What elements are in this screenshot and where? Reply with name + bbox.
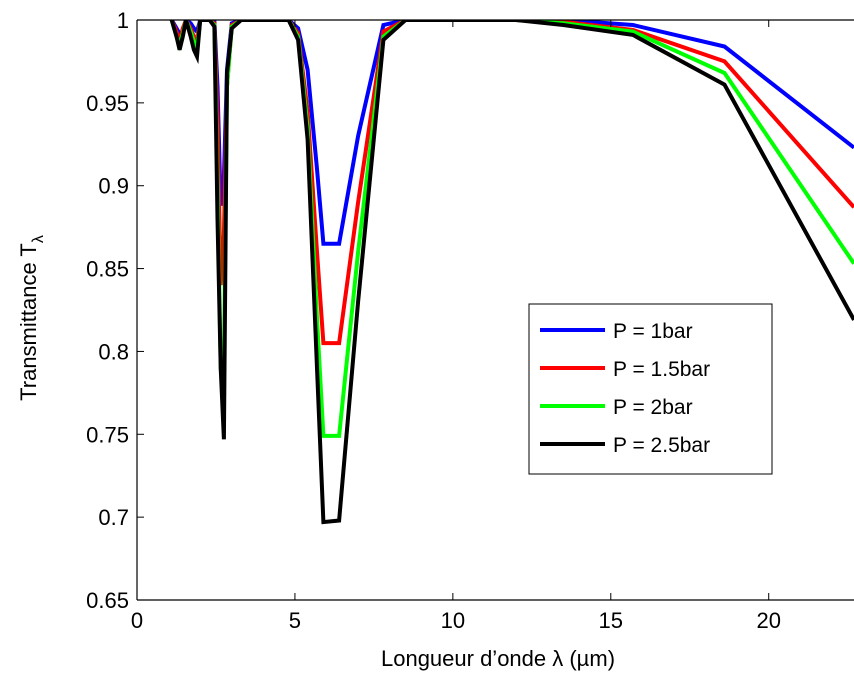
y-tick-label: 0.75 [86, 422, 129, 447]
y-tick-label: 1 [117, 8, 129, 33]
y-tick-label: 0.65 [86, 588, 129, 613]
y-tick-label: 0.95 [86, 91, 129, 116]
legend-label-4: P = 2.5bar [613, 434, 710, 457]
series-line-1 [169, 20, 854, 246]
y-tick-label: 0.9 [98, 174, 129, 199]
legend: P = 1bar P = 1.5bar P = 2bar P = 2.5bar [528, 303, 773, 475]
y-axis-label: Transmittance Tλ [16, 235, 47, 401]
y-axis-label-main: Transmittance T [16, 243, 41, 401]
y-tick-label: 0.7 [98, 505, 129, 530]
series-layer [169, 20, 854, 525]
legend-label-1: P = 1bar [613, 320, 693, 343]
ticks: 0 5 10 15 20 0.65 0.7 0.75 0.8 0.85 0.9 0.95 1 [86, 8, 781, 633]
x-tick-label: 20 [756, 608, 780, 633]
x-tick-label: 0 [131, 608, 143, 633]
axes [136, 19, 854, 601]
x-tick-label: 10 [441, 608, 465, 633]
legend-label-3: P = 2bar [613, 396, 693, 419]
y-axis-label-group: Transmittance Tλ [16, 235, 47, 401]
x-tick-label: 15 [599, 608, 623, 633]
legend-label-2: P = 1.5bar [613, 358, 710, 381]
y-tick-label: 0.8 [98, 339, 129, 364]
x-tick-label: 5 [289, 608, 301, 633]
x-axis-label: Longueur d’onde λ (µm) [381, 646, 615, 671]
series-line-4 [169, 20, 854, 525]
y-tick-label: 0.85 [86, 257, 129, 282]
y-axis-label-subscript: λ [30, 235, 47, 243]
